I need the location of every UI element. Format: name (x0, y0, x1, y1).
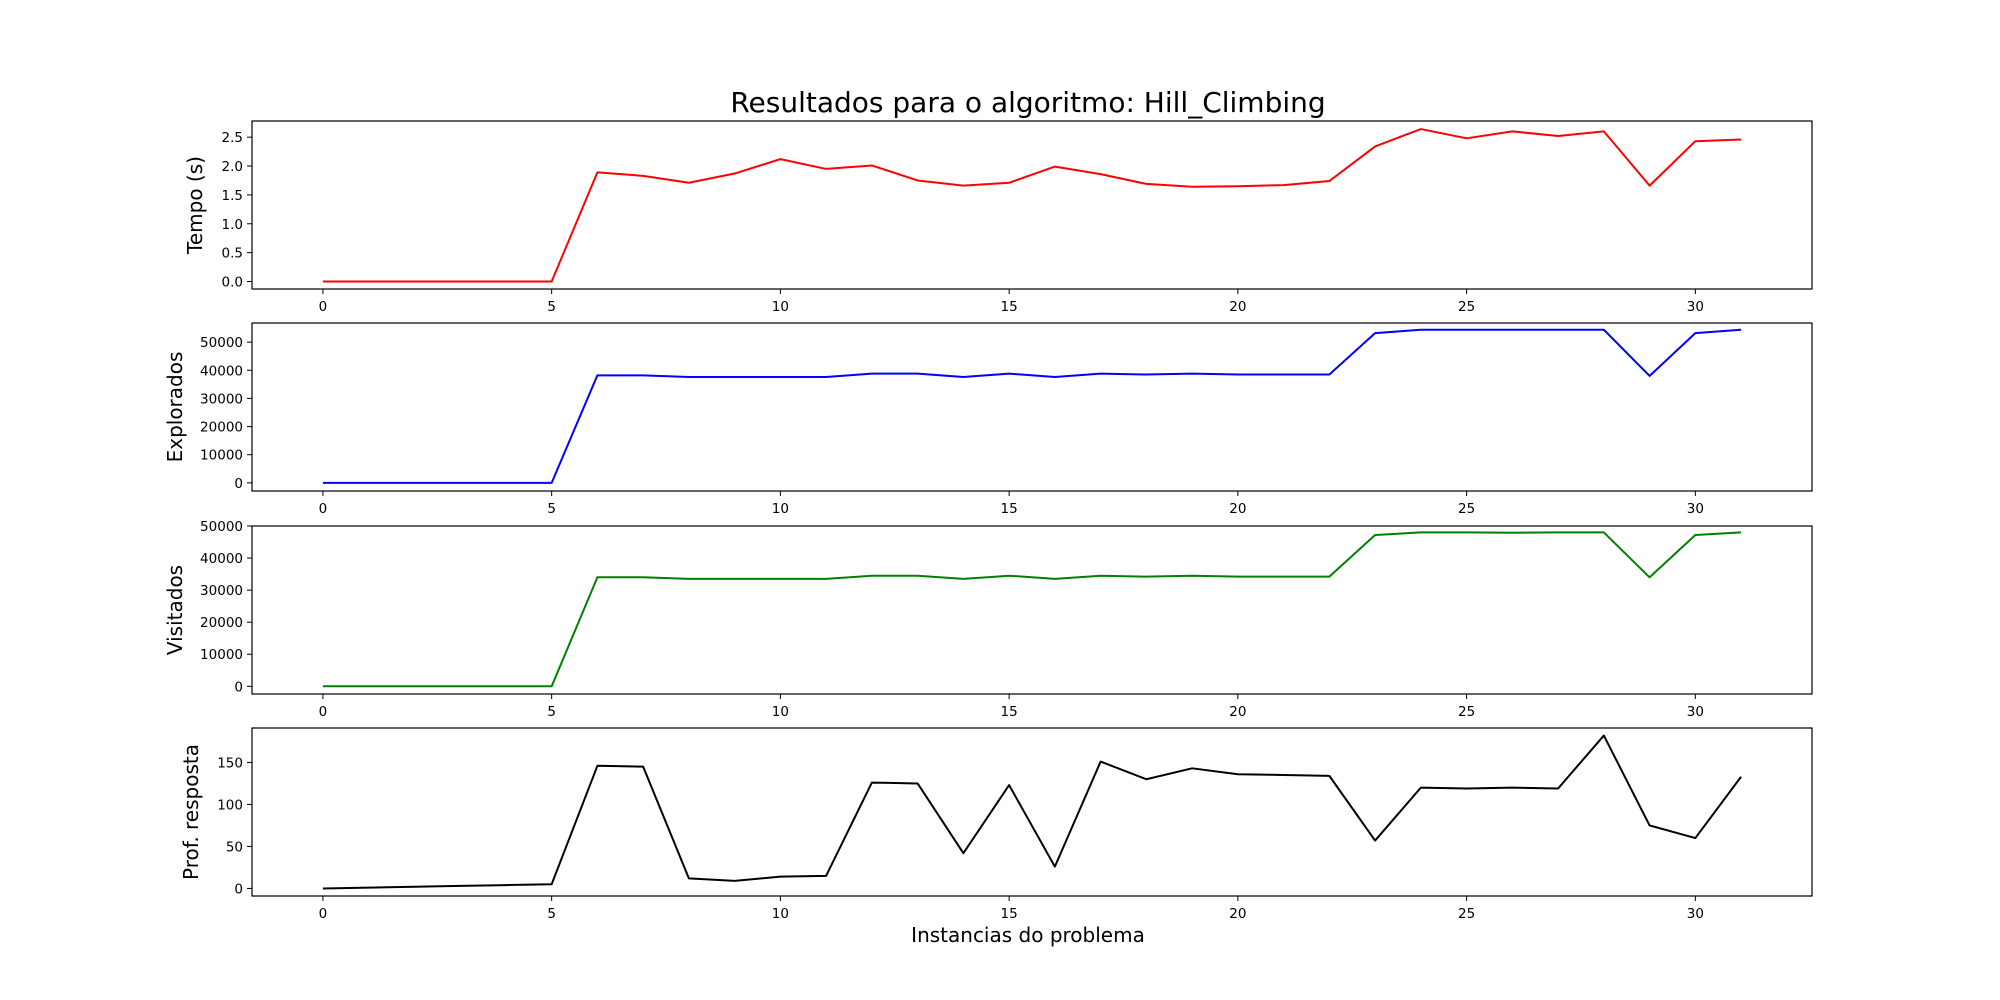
y-tick-label: 10000 (200, 448, 243, 464)
subplot-1: 0 5 10 15 20 25 30 0 10000 20000 30000 40000 50000 Ex… (163, 322, 1813, 517)
y-tick-label: 1.0 (222, 217, 243, 233)
x-tick-label: 30 (1687, 906, 1704, 922)
subplot-3: 0 5 10 15 20 25 30 0 50 100 150 Prof. resposta (179, 727, 1813, 922)
axes-frame (251, 322, 1813, 492)
x-tick-label: 15 (1001, 704, 1018, 720)
y-tick-label: 50000 (200, 335, 243, 351)
y-axis-label: Tempo (s) (183, 156, 207, 255)
y-tick-label: 100 (217, 797, 243, 813)
x-tick-label: 10 (772, 501, 789, 517)
x-tick-label: 10 (772, 704, 789, 720)
x-tick-label: 15 (1001, 501, 1018, 517)
x-tick-label: 25 (1458, 299, 1475, 315)
figure-title: Resultados para o algoritmo: Hill_Climbi… (730, 86, 1325, 119)
y-tick-label: 40000 (200, 551, 243, 567)
x-tick-label: 30 (1687, 299, 1704, 315)
x-tick-label: 25 (1458, 704, 1475, 720)
x-tick-label: 25 (1458, 906, 1475, 922)
x-tick-label: 15 (1001, 299, 1018, 315)
x-tick-label: 0 (319, 501, 328, 517)
y-axis-label: Explorados (163, 352, 187, 463)
x-tick-label: 20 (1229, 299, 1246, 315)
axes-frame (251, 525, 1813, 695)
subplot-0: 0 5 10 15 20 25 30 0.0 0.5 1.0 1.5 2.0 2.5 Tempo (s) (183, 120, 1813, 315)
x-axis-label: Instancias do problema (911, 923, 1145, 947)
series-line (322, 128, 1742, 283)
x-tick-label: 30 (1687, 704, 1704, 720)
x-tick-label: 25 (1458, 501, 1475, 517)
x-tick-label: 20 (1229, 501, 1246, 517)
y-tick-label: 2.0 (222, 159, 243, 175)
x-tick-label: 0 (319, 906, 328, 922)
subplot-2: 0 5 10 15 20 25 30 0 10000 20000 30000 40000 50000 Vi… (163, 519, 1813, 720)
x-tick-label: 30 (1687, 501, 1704, 517)
y-tick-label: 30000 (200, 583, 243, 599)
y-tick-label: 50 (226, 839, 243, 855)
y-tick-label: 0 (234, 679, 243, 695)
y-tick-label: 0.0 (222, 274, 243, 290)
series-line (322, 734, 1742, 890)
x-tick-label: 10 (772, 299, 789, 315)
x-tick-label: 20 (1229, 704, 1246, 720)
x-tick-label: 5 (547, 704, 556, 720)
y-tick-label: 30000 (200, 391, 243, 407)
x-tick-label: 0 (319, 704, 328, 720)
x-tick-label: 0 (319, 299, 328, 315)
y-tick-label: 20000 (200, 420, 243, 436)
y-axis-label: Visitados (163, 565, 187, 655)
y-tick-label: 0.5 (222, 246, 243, 262)
y-tick-label: 20000 (200, 615, 243, 631)
series-line (322, 328, 1742, 484)
y-tick-label: 0 (234, 476, 243, 492)
x-tick-label: 5 (547, 299, 556, 315)
x-tick-label: 10 (772, 906, 789, 922)
x-tick-label: 5 (547, 906, 556, 922)
y-tick-label: 0 (234, 881, 243, 897)
y-tick-label: 150 (217, 755, 243, 771)
x-tick-label: 20 (1229, 906, 1246, 922)
y-tick-label: 40000 (200, 363, 243, 379)
axes-frame (251, 727, 1813, 897)
y-tick-label: 50000 (200, 519, 243, 535)
x-tick-label: 5 (547, 501, 556, 517)
series-line (322, 531, 1742, 688)
y-axis-label: Prof. resposta (179, 744, 203, 880)
x-tick-label: 15 (1001, 906, 1018, 922)
y-tick-label: 10000 (200, 647, 243, 663)
y-tick-label: 1.5 (222, 188, 243, 204)
y-tick-label: 2.5 (222, 130, 243, 146)
axes-frame (251, 120, 1813, 290)
